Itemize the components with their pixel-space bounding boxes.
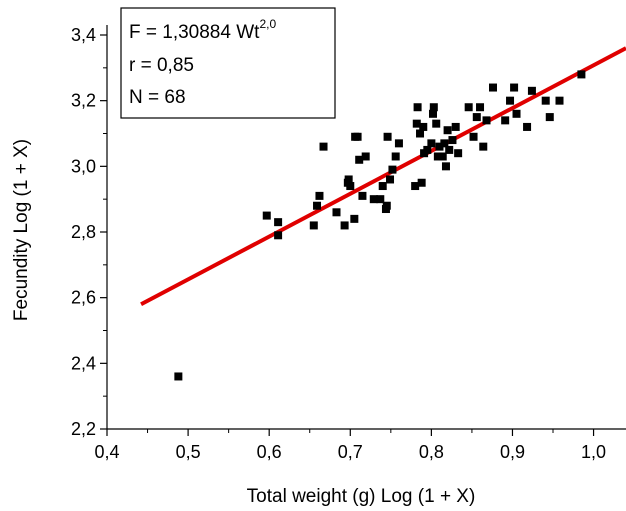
data-point [388, 165, 397, 174]
x-axis-title: Total weight (g) Log (1 + X) [247, 486, 476, 507]
data-point [541, 96, 550, 105]
data-point [438, 152, 447, 161]
y-tick-label: 3,0 [71, 156, 96, 176]
data-point [448, 136, 457, 145]
data-point [319, 142, 328, 151]
x-tick-label: 0,5 [176, 442, 201, 462]
data-point [358, 191, 367, 200]
data-point [382, 201, 391, 210]
data-point [472, 113, 481, 122]
data-point [412, 119, 421, 128]
data-point [506, 96, 515, 105]
equation-label: F = 1,30884 Wt2,0 [129, 17, 276, 43]
data-point [174, 372, 183, 381]
data-point [340, 221, 349, 230]
data-point [309, 221, 318, 230]
data-point [443, 126, 452, 135]
data-point [445, 145, 454, 154]
data-point [469, 132, 478, 141]
data-point [432, 119, 441, 128]
data-point [355, 155, 364, 164]
data-point [413, 103, 422, 112]
y-tick-label: 2,4 [71, 353, 96, 373]
data-point [350, 214, 359, 223]
data-point [451, 122, 460, 131]
data-point [332, 208, 341, 217]
y-tick-label: 2,2 [71, 419, 96, 439]
data-point [315, 191, 324, 200]
data-point [344, 175, 353, 184]
y-tick-label: 2,8 [71, 222, 96, 242]
data-point [527, 86, 536, 95]
x-tick-label: 0,9 [500, 442, 525, 462]
equation-base: F = 1,30884 Wt [129, 22, 260, 43]
data-point [346, 182, 355, 191]
data-point [440, 139, 449, 148]
data-point [427, 139, 436, 148]
annotation-box-frame [120, 7, 336, 119]
data-point [262, 211, 271, 220]
data-point [391, 152, 400, 161]
data-point [545, 113, 554, 122]
data-point [378, 182, 387, 191]
data-point [423, 145, 432, 154]
data-point [512, 109, 521, 118]
data-point [274, 231, 283, 240]
data-point [476, 103, 485, 112]
y-axis-title: Fecundity Log (1 + X) [11, 139, 32, 321]
x-tick-label: 0,6 [257, 442, 282, 462]
data-point [435, 142, 444, 151]
x-tick-label: 0,8 [419, 442, 444, 462]
data-point [416, 129, 425, 138]
data-point [577, 70, 586, 79]
data-point [394, 139, 403, 148]
data-point [274, 218, 283, 227]
data-point [429, 103, 438, 112]
data-point [441, 162, 450, 171]
data-point [482, 116, 491, 125]
y-tick-label: 2,6 [71, 288, 96, 308]
data-points [174, 70, 586, 381]
trendline [140, 46, 626, 307]
data-point [454, 149, 463, 158]
y-tick-label: 3,4 [71, 25, 96, 45]
r-label: r = 0,85 [129, 55, 194, 76]
data-point [419, 122, 428, 131]
data-point [383, 132, 392, 141]
annotation-box: F = 1,30884 Wt2,0 r = 0,85 N = 68 [120, 7, 336, 119]
data-point [353, 132, 362, 141]
x-tick-label: 0,7 [338, 442, 363, 462]
data-point [361, 152, 370, 161]
data-point [417, 178, 426, 187]
data-point [433, 152, 442, 161]
data-point [510, 83, 519, 92]
n-label: N = 68 [129, 87, 186, 108]
data-point [479, 142, 488, 151]
data-point [523, 122, 532, 131]
trendline-group [140, 46, 626, 307]
data-point [428, 109, 437, 118]
data-point [411, 182, 420, 191]
axes: 0,4 0,5 0,6 0,7 0,8 0,9 1,0 2,2 2,4 2,6 2,8 3,0 3,2 3… [71, 25, 626, 462]
data-point [501, 116, 510, 125]
data-point [386, 175, 395, 184]
x-tick-label: 0,4 [94, 442, 119, 462]
data-point [313, 201, 322, 210]
data-point [555, 96, 564, 105]
data-point [489, 83, 498, 92]
data-point [376, 195, 385, 204]
y-tick-label: 3,2 [71, 91, 96, 111]
data-point [369, 195, 378, 204]
data-point [464, 103, 473, 112]
x-tick-label: 1,0 [581, 442, 606, 462]
equation-exponent: 2,0 [259, 17, 276, 31]
